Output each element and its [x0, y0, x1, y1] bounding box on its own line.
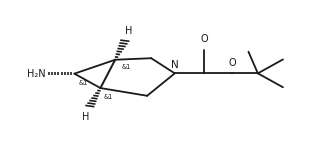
Text: O: O	[228, 58, 236, 68]
Text: N: N	[171, 60, 179, 70]
Text: H₂N: H₂N	[27, 69, 46, 79]
Text: H: H	[82, 112, 90, 122]
Text: &1: &1	[122, 64, 131, 70]
Text: &1: &1	[78, 80, 87, 86]
Text: &1: &1	[104, 94, 113, 100]
Text: H: H	[125, 26, 132, 36]
Text: O: O	[200, 34, 208, 44]
